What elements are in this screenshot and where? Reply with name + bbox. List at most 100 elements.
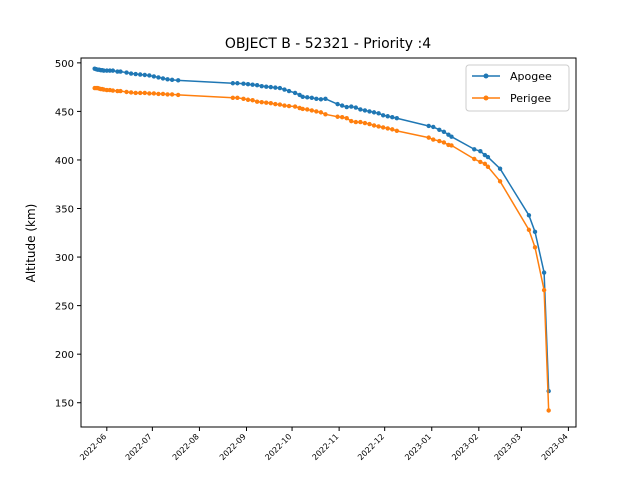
legend-perigee-marker: [483, 95, 489, 101]
perigee-point: [118, 88, 123, 94]
series-layer: [92, 66, 551, 413]
perigee-point: [390, 127, 395, 132]
perigee-point: [124, 89, 129, 95]
perigee-point: [314, 109, 319, 114]
apogee-point: [101, 68, 106, 73]
perigee-point: [309, 108, 314, 113]
apogee-point: [156, 75, 161, 80]
apogee-point: [318, 97, 324, 102]
apogee-point: [241, 81, 246, 86]
apogee-point: [277, 85, 283, 91]
apogee-point: [268, 84, 273, 90]
apogee-point: [115, 69, 120, 74]
apogee-point: [426, 123, 431, 129]
perigee-point: [142, 90, 147, 96]
perigee-point: [254, 99, 260, 104]
perigee-point: [449, 143, 454, 148]
apogee-point: [128, 71, 134, 76]
perigee-point: [394, 128, 400, 134]
y-tick-label: 350: [55, 205, 74, 216]
perigee-point: [385, 126, 390, 131]
perigee-point: [104, 87, 110, 93]
perigee-point: [264, 100, 269, 105]
perigee-point: [115, 88, 120, 94]
apogee-point: [390, 115, 395, 120]
chart-title: OBJECT B - 52321 - Priority :4: [225, 36, 431, 52]
y-tick-label: 450: [55, 107, 74, 118]
legend-perigee-label: Perigee: [510, 92, 551, 105]
perigee-point: [441, 140, 447, 145]
apogee-point: [323, 96, 328, 101]
apogee-point: [264, 84, 269, 89]
apogee-point: [165, 77, 170, 82]
apogee-point: [147, 73, 152, 78]
apogee-point: [472, 147, 477, 152]
y-tick-label: 300: [55, 253, 74, 264]
perigee-point: [250, 98, 255, 103]
apogee-point: [344, 104, 349, 110]
perigee-point: [541, 287, 547, 293]
apogee-point: [335, 101, 340, 107]
apogee-point: [385, 114, 390, 119]
perigee-point: [358, 119, 363, 125]
apogee-point: [541, 270, 547, 275]
legend: Apogee Perigee: [465, 64, 570, 112]
apogee-series: [92, 66, 551, 394]
apogee-point: [259, 83, 264, 89]
apogee-point: [235, 81, 240, 86]
apogee-point: [273, 85, 278, 90]
perigee-point: [292, 104, 298, 109]
perigee-point: [245, 97, 251, 102]
perigee-point: [241, 96, 246, 101]
perigee-point: [268, 100, 273, 106]
apogee-point: [151, 74, 157, 79]
legend-apogee-marker: [483, 73, 489, 79]
y-axis-title: Altitude (km): [24, 204, 38, 283]
perigee-point: [305, 107, 310, 112]
apogee-point: [138, 72, 143, 77]
perigee-point: [478, 159, 483, 165]
apogee-point: [532, 229, 538, 235]
perigee-point: [335, 114, 340, 119]
perigee-point: [151, 91, 157, 96]
apogee-point: [245, 82, 251, 87]
perigee-point: [300, 106, 305, 112]
apogee-point: [485, 154, 491, 160]
apogee-point: [394, 116, 400, 121]
perigee-point: [485, 164, 491, 169]
perigee-point: [339, 115, 345, 120]
apogee-point: [142, 72, 147, 78]
apogee-point: [300, 94, 305, 100]
apogee-point: [353, 105, 359, 110]
apogee-point: [169, 77, 175, 83]
apogee-point: [497, 166, 503, 171]
apogee-point: [175, 78, 181, 83]
apogee-point: [314, 96, 319, 101]
perigee-point: [362, 120, 368, 126]
perigee-point: [273, 101, 278, 107]
perigee-point: [532, 245, 538, 250]
perigee-point: [128, 90, 134, 95]
apogee-point: [358, 107, 363, 112]
apogee-point: [362, 108, 368, 113]
apogee-point: [104, 68, 110, 73]
apogee-point: [250, 82, 255, 87]
perigee-point: [277, 102, 283, 107]
perigee-point: [165, 92, 170, 97]
perigee-point: [133, 90, 138, 96]
apogee-point: [380, 113, 386, 118]
perigee-point: [426, 135, 431, 140]
apogee-point: [449, 134, 454, 139]
perigee-point: [526, 227, 532, 233]
perigee-point: [497, 179, 503, 184]
y-tick-label: 500: [55, 59, 74, 70]
perigee-point: [344, 116, 349, 121]
apogee-point: [110, 68, 116, 73]
perigee-point: [286, 103, 292, 109]
perigee-point: [175, 92, 181, 98]
apogee-point: [107, 68, 113, 73]
perigee-point: [169, 92, 175, 97]
apogee-point: [305, 95, 310, 100]
apogee-point: [282, 87, 287, 92]
